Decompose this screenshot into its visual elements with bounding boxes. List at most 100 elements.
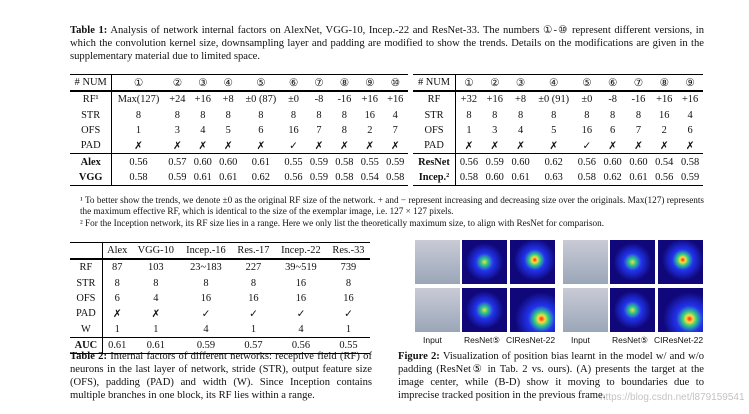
cell: 6	[114, 293, 120, 305]
cell: 0.61	[240, 153, 281, 170]
cell: RF	[413, 90, 456, 108]
input-image	[563, 288, 608, 332]
cell: ✗	[134, 140, 143, 152]
table-row: Alex 0.56 0.57 0.60 0.60 0.61 0.55 0.59 0.58 0.55…	[70, 153, 408, 170]
table2: Alex VGG-10 Incep.-16 Res.-17 Incep.-22 Res.-…	[70, 242, 370, 355]
cell: OFS	[70, 122, 113, 139]
cell: +16	[651, 90, 678, 108]
cell: 4	[203, 323, 209, 335]
cell: 0.61	[215, 169, 241, 187]
caption-text: Analysis of network internal factors on …	[70, 25, 704, 62]
cell: ⑥	[280, 74, 307, 92]
cell: ✗	[516, 140, 525, 152]
cell: +16	[481, 90, 508, 108]
cell: 0.59	[677, 169, 703, 187]
table-row: RF +32 +16 +8 ±0 (91) ±0 -8 -16 +16 +16	[413, 90, 703, 108]
watermark: https://blog.csdn.net/l879159541	[600, 392, 745, 403]
figure-label: Input	[571, 335, 590, 345]
cell: ⑦	[306, 74, 332, 92]
cell: +32	[455, 90, 482, 108]
cell: ⑨	[357, 74, 383, 92]
cell: 4	[392, 109, 398, 121]
cell: 0.56	[573, 153, 600, 170]
cell: 4	[517, 125, 524, 137]
cell: W	[70, 321, 103, 338]
cell: Alex	[102, 242, 132, 260]
cell: ✗	[490, 140, 500, 152]
table2-caption: Table 2: Internal factors of different n…	[70, 350, 372, 402]
cell: # NUM	[70, 74, 113, 92]
cell: -8	[599, 90, 626, 108]
cell: 0.62	[240, 169, 281, 187]
cell: 0.63	[533, 169, 574, 187]
cell: 6	[610, 125, 616, 137]
cell: ±0	[280, 90, 307, 108]
cell: 0.58	[677, 153, 703, 170]
cell: 16	[248, 293, 259, 305]
cell: 0.55	[280, 153, 307, 170]
cell: 6	[258, 125, 264, 137]
figure2: Input ResNet⑤ CIResNet-22 Input ResNet⑤ CIRes…	[415, 240, 705, 348]
cell: 8	[466, 109, 472, 121]
cell: ✗	[549, 140, 559, 152]
header-row: # NUM ① ② ③ ④ ⑤ ⑥ ⑦ ⑧ ⑨	[413, 74, 703, 92]
cell: 8	[635, 109, 642, 121]
cell: 8	[114, 277, 120, 289]
heatmap	[658, 288, 703, 332]
cell: +16	[677, 90, 703, 108]
table-row: RF 87 103 23~183 227 39~519 739	[70, 258, 370, 276]
table-row: PAD ✗ ✗ ✗ ✗ ✓ ✗ ✗ ✗ ✗	[413, 138, 703, 154]
heatmap	[462, 288, 507, 332]
figure-label: Input	[423, 335, 442, 345]
heatmap	[510, 240, 555, 284]
cell: ③	[190, 74, 216, 92]
cell: ✗	[634, 140, 643, 152]
cell: ✗	[314, 140, 324, 152]
cell: 8	[517, 109, 524, 121]
figure-label: CIResNet-22	[654, 335, 704, 345]
cell: ✓	[249, 308, 258, 320]
table-row: OFS 6 4 16 16 16 16	[70, 290, 370, 307]
cell: ✓	[289, 140, 298, 152]
cell: -16	[331, 90, 358, 108]
heatmap	[510, 288, 555, 332]
cell: 87	[102, 258, 132, 276]
cell: 4	[298, 323, 304, 335]
cell: 7	[635, 125, 642, 137]
cell: 3	[492, 125, 498, 137]
cell: ①	[455, 74, 482, 92]
cell: 8	[153, 277, 159, 289]
cell: OFS	[70, 290, 103, 307]
cell: 16	[659, 109, 670, 121]
cell: 39~519	[274, 258, 327, 276]
cell: 4	[200, 125, 206, 137]
cell: 0.59	[179, 336, 232, 355]
cell: 0.56	[280, 169, 307, 187]
cell: 0.61	[131, 336, 180, 355]
cell: 0.56	[274, 336, 327, 355]
cell: 0.58	[331, 169, 358, 187]
cell: ⑧	[331, 74, 358, 92]
cell: ④	[215, 74, 241, 92]
cell: 1	[250, 323, 257, 335]
caption-label: Table 2:	[70, 351, 108, 362]
caption-label: Figure 2:	[398, 351, 440, 362]
cell: 227	[231, 258, 275, 276]
cell: 0.58	[573, 169, 600, 187]
cell: ±0 (91)	[533, 90, 574, 108]
cell: ✗	[608, 140, 617, 152]
heatmap	[462, 240, 507, 284]
cell: 0.54	[357, 169, 383, 187]
cell: 8	[225, 109, 231, 121]
cell: ②	[481, 74, 508, 92]
cell: Incep.-16	[179, 242, 232, 260]
cell: 1	[345, 323, 352, 335]
cell: 5	[551, 125, 557, 137]
table-row: PAD ✗ ✗ ✗ ✗ ✗ ✓ ✗ ✗ ✗ ✗	[70, 138, 408, 154]
cell: 8	[610, 109, 616, 121]
cell: 4	[153, 293, 159, 305]
cell: 1	[114, 323, 120, 335]
cell: 8	[135, 109, 142, 121]
